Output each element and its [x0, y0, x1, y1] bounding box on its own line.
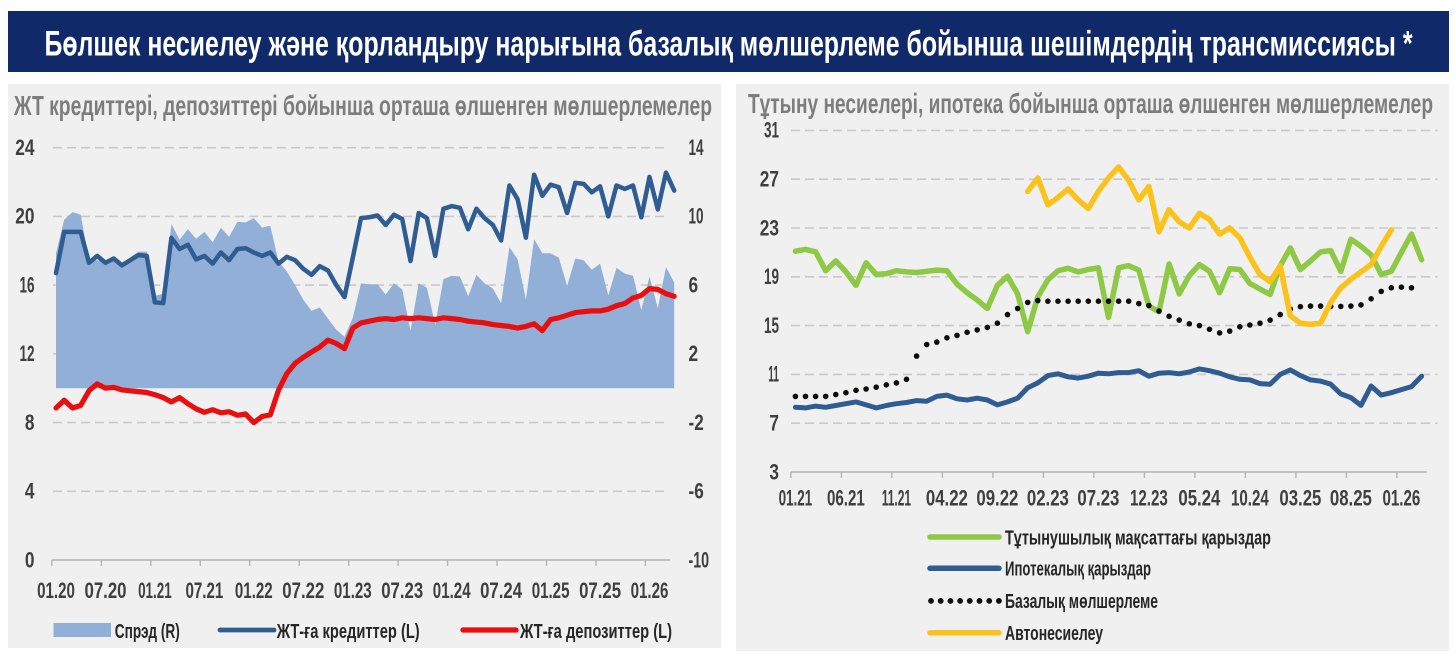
svg-text:08.25: 08.25	[1330, 486, 1372, 511]
svg-text:14: 14	[689, 135, 704, 160]
svg-text:Автонесиелеу: Автонесиелеу	[1005, 623, 1104, 645]
svg-text:01.26: 01.26	[631, 578, 669, 603]
svg-text:11: 11	[768, 362, 779, 387]
svg-text:4: 4	[25, 479, 35, 504]
svg-text:03.25: 03.25	[1279, 486, 1321, 511]
svg-text:01.21: 01.21	[138, 578, 172, 603]
svg-text:23: 23	[760, 215, 779, 240]
svg-text:ЖТ кредиттері, депозиттері бой: ЖТ кредиттері, депозиттері бойынша орташ…	[13, 90, 712, 121]
svg-text:Спрэд (R): Спрэд (R)	[115, 620, 180, 643]
svg-text:09.22: 09.22	[976, 486, 1018, 511]
svg-text:-10: -10	[689, 547, 710, 572]
svg-text:16: 16	[20, 272, 35, 297]
svg-text:Бөлшек несиелеу және қорландыр: Бөлшек несиелеу және қорландыру нарығына…	[45, 24, 1413, 63]
svg-text:10.24: 10.24	[1231, 486, 1269, 511]
svg-text:01.23: 01.23	[334, 578, 372, 603]
svg-text:3: 3	[769, 459, 779, 484]
svg-text:11.21: 11.21	[882, 486, 911, 511]
svg-text:02.23: 02.23	[1027, 486, 1069, 511]
svg-text:19: 19	[764, 264, 779, 289]
svg-text:01.24: 01.24	[433, 578, 471, 603]
svg-text:31: 31	[764, 118, 779, 143]
svg-text:01.21: 01.21	[779, 486, 813, 511]
svg-text:07.23: 07.23	[1077, 486, 1119, 511]
svg-text:07.22: 07.22	[282, 578, 324, 603]
svg-text:Тұтыну несиелері, ипотека бойы: Тұтыну несиелері, ипотека бойынша орташа…	[748, 88, 1433, 119]
svg-text:ЖТ-ға кредиттер (L): ЖТ-ға кредиттер (L)	[276, 620, 420, 643]
svg-text:-2: -2	[689, 410, 704, 435]
svg-text:7: 7	[769, 411, 779, 436]
svg-text:06.21: 06.21	[827, 486, 865, 511]
svg-text:2: 2	[689, 341, 699, 366]
svg-text:01.25: 01.25	[532, 578, 570, 603]
svg-text:01.22: 01.22	[235, 578, 273, 603]
svg-text:07.20: 07.20	[85, 578, 127, 603]
svg-text:6: 6	[689, 272, 699, 297]
svg-text:27: 27	[760, 167, 779, 192]
svg-text:24: 24	[15, 135, 35, 160]
svg-text:0: 0	[25, 547, 35, 572]
svg-text:01.20: 01.20	[37, 578, 75, 603]
svg-text:Базалық мөлшерлеме: Базалық мөлшерлеме	[1005, 591, 1158, 613]
svg-text:07.23: 07.23	[381, 578, 423, 603]
svg-text:12: 12	[20, 341, 35, 366]
svg-text:Тұтынушылық мақсаттағы қарызда: Тұтынушылық мақсаттағы қарыздар	[1005, 527, 1271, 549]
svg-text:-6: -6	[689, 479, 704, 504]
svg-text:8: 8	[25, 410, 35, 435]
svg-text:04.22: 04.22	[926, 486, 968, 511]
svg-text:07.24: 07.24	[480, 578, 522, 603]
svg-text:07.21: 07.21	[186, 578, 224, 603]
svg-text:07.25: 07.25	[579, 578, 621, 603]
svg-text:Ипотекалық қарыздар: Ипотекалық қарыздар	[1005, 559, 1151, 581]
svg-text:ЖТ-ға депозиттер (L): ЖТ-ға депозиттер (L)	[519, 620, 672, 643]
svg-text:20: 20	[15, 204, 34, 229]
svg-text:01.26: 01.26	[1383, 486, 1421, 511]
svg-text:12.23: 12.23	[1130, 486, 1168, 511]
svg-text:15: 15	[764, 313, 779, 338]
svg-text:10: 10	[689, 204, 704, 229]
svg-text:05.24: 05.24	[1178, 486, 1220, 511]
